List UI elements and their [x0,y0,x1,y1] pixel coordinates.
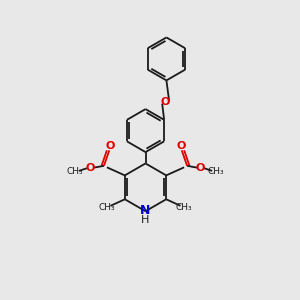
Text: O: O [160,97,170,107]
Text: O: O [176,140,186,151]
Text: N: N [140,203,151,217]
Text: CH₃: CH₃ [208,167,224,176]
Text: O: O [196,163,205,173]
Text: CH₃: CH₃ [67,167,83,176]
Text: H: H [141,215,150,225]
Text: CH₃: CH₃ [99,203,115,212]
Text: CH₃: CH₃ [176,203,192,212]
Text: O: O [86,163,95,173]
Text: O: O [105,140,115,151]
